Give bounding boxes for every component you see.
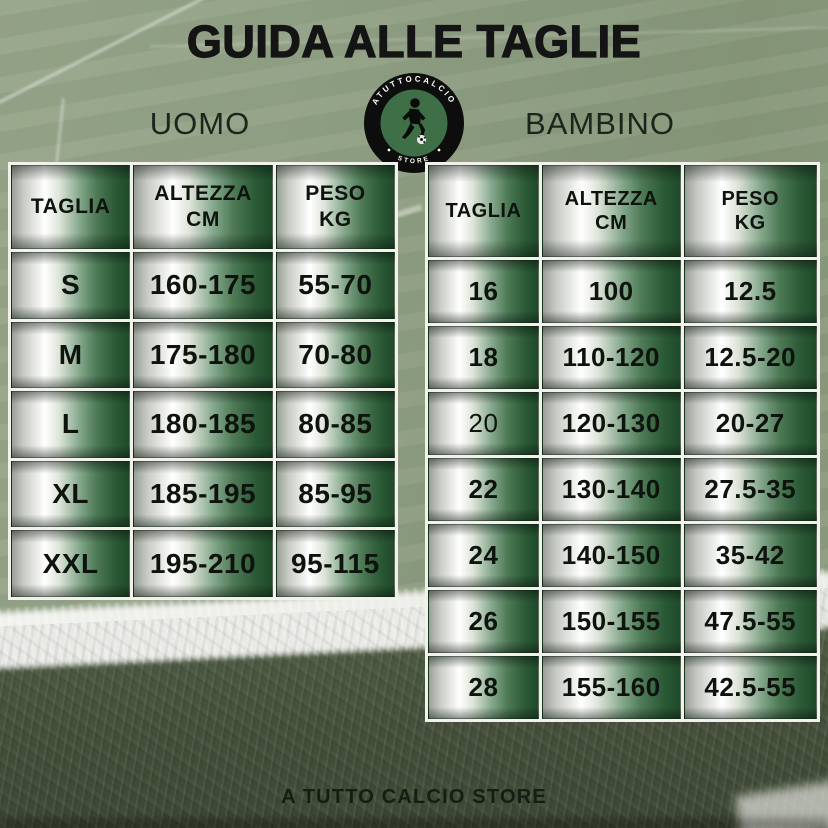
uomo-row-S-taglia: S <box>11 252 131 319</box>
bambino-row-16-altezza: 100 <box>541 260 681 323</box>
bambino-row-24-taglia: 24 <box>428 524 539 587</box>
store-name-footer: A TUTTO CALCIO STORE <box>281 786 547 808</box>
uomo-row-XL-altezza: 185-195 <box>133 460 273 528</box>
uomo-size-table: TAGLIA ALTEZZA CM PESO KG S 160-175 55-70 M 175-1… <box>8 162 398 600</box>
bambino-row-22-peso: 27.5-35 <box>683 458 817 521</box>
section-label-bambino: BAMBINO <box>525 106 675 141</box>
uomo-header-taglia: TAGLIA <box>11 165 131 249</box>
uomo-row-XL-taglia: XL <box>11 460 131 528</box>
uomo-row-M-peso: 70-80 <box>275 321 395 389</box>
bambino-row-20-altezza: 120-130 <box>541 392 681 455</box>
bambino-row-28-taglia: 28 <box>428 656 539 719</box>
uomo-header-altezza: ALTEZZA CM <box>133 165 273 249</box>
svg-text:STORE: STORE <box>397 155 432 165</box>
bambino-row-16-taglia: 16 <box>428 260 539 323</box>
uomo-row-XXL-taglia: XXL <box>11 530 131 597</box>
bambino-size-table: TAGLIA ALTEZZA CM PESO KG 16 100 12.5 18 110-120 1… <box>425 162 820 722</box>
uomo-row-XL-peso: 85-95 <box>275 460 395 528</box>
bambino-row-18-taglia: 18 <box>428 326 539 389</box>
bambino-row-16-peso: 12.5 <box>683 260 817 323</box>
uomo-row-S-peso: 55-70 <box>275 252 395 319</box>
uomo-row-M-taglia: M <box>11 321 131 389</box>
bambino-row-20-taglia: 20 <box>428 392 539 455</box>
uomo-row-L-altezza: 180-185 <box>133 391 273 458</box>
uomo-header-peso: PESO KG <box>275 165 395 249</box>
bambino-row-20-peso: 20-27 <box>683 392 817 455</box>
bambino-row-28-peso: 42.5-55 <box>683 656 817 719</box>
uomo-row-XXL-altezza: 195-210 <box>133 530 273 597</box>
bambino-row-26-peso: 47.5-55 <box>683 590 817 653</box>
bambino-row-28-altezza: 155-160 <box>541 656 681 719</box>
section-label-uomo: UOMO <box>149 106 251 141</box>
bambino-header-peso: PESO KG <box>683 165 817 257</box>
bambino-header-taglia: TAGLIA <box>428 165 539 257</box>
logo-store-text: STORE <box>397 155 429 165</box>
bambino-row-24-peso: 35-42 <box>683 524 817 587</box>
logo-star-right <box>437 148 441 152</box>
bambino-row-18-peso: 12.5-20 <box>683 326 817 389</box>
uomo-row-L-taglia: L <box>11 391 131 458</box>
uomo-row-L-peso: 80-85 <box>275 391 395 458</box>
bambino-row-22-altezza: 130-140 <box>541 458 681 521</box>
bambino-row-26-taglia: 26 <box>428 590 539 653</box>
bambino-row-24-altezza: 140-150 <box>541 524 681 587</box>
bambino-row-22-taglia: 22 <box>428 458 539 521</box>
uomo-row-S-altezza: 160-175 <box>133 252 273 319</box>
soccer-player-icon <box>402 98 427 145</box>
bambino-row-26-altezza: 150-155 <box>541 590 681 653</box>
uomo-row-M-altezza: 175-180 <box>133 321 273 389</box>
bottom-shadow <box>0 818 828 828</box>
store-logo: ATUTTOCALCIO STORE <box>364 73 464 173</box>
page-title: GUIDA ALLE TAGLIE <box>186 15 642 67</box>
uomo-row-XXL-peso: 95-115 <box>275 530 395 597</box>
bambino-row-18-altezza: 110-120 <box>541 326 681 389</box>
bambino-header-altezza: ALTEZZA CM <box>541 165 681 257</box>
logo-star-left <box>387 148 391 152</box>
